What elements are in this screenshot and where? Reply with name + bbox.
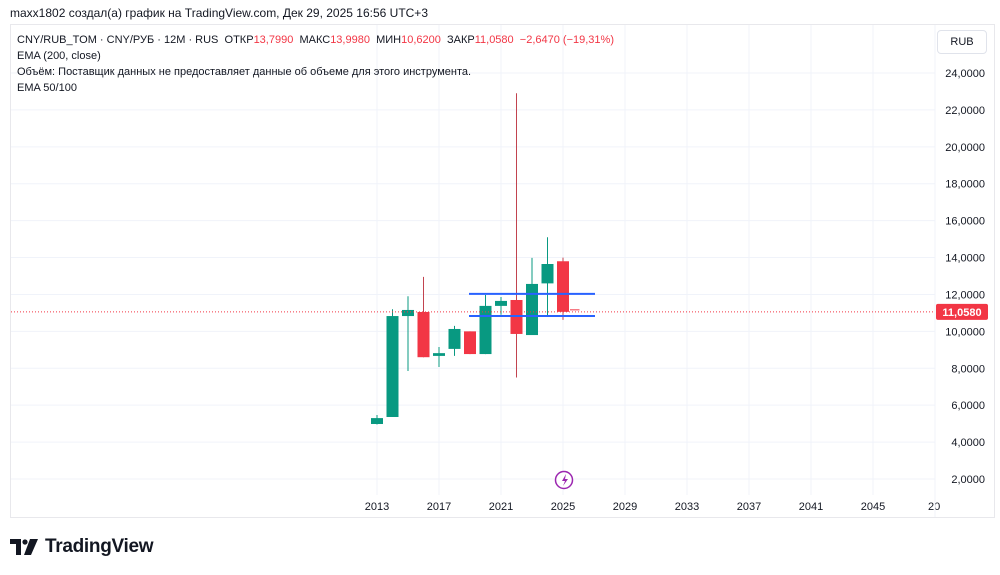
- open-value: 13,7990: [253, 34, 294, 46]
- y-tick-label: 16,0000: [945, 216, 985, 228]
- chart-frame: [10, 24, 995, 518]
- legend-symbol[interactable]: CNY/RUB_TOM · CNY/РУБ · 12M · RUS: [17, 34, 219, 46]
- y-tick-label: 8,0000: [951, 363, 985, 375]
- candle: [464, 331, 476, 355]
- tradingview-logo-icon: [10, 539, 38, 555]
- x-tick-label: 2017: [427, 501, 451, 513]
- legend-ema[interactable]: EMA (200, close): [17, 50, 101, 62]
- last-price-label: 11,0580: [942, 307, 981, 319]
- lightning-bolt: [562, 474, 568, 486]
- y-tick-label: 6,0000: [951, 400, 985, 412]
- y-tick-label: 12,0000: [945, 289, 985, 301]
- low-label: МИН: [376, 34, 402, 46]
- brand-name: TradingView: [45, 536, 154, 557]
- x-tick-label: 2013: [365, 501, 389, 513]
- y-tick-label: 4,0000: [951, 437, 985, 449]
- high-value: 13,9980: [330, 34, 370, 46]
- low-value: 10,6200: [401, 34, 441, 46]
- open-label: ОТКР: [224, 34, 254, 46]
- x-tick-label: 20: [928, 501, 940, 513]
- high-label: МАКС: [299, 34, 331, 46]
- y-tick-label: 10,0000: [945, 326, 985, 338]
- candle-body: [386, 316, 399, 417]
- x-tick-label: 2025: [551, 501, 575, 513]
- tradingview-logo[interactable]: TradingView: [10, 536, 154, 558]
- candle-body: [371, 418, 383, 425]
- y-tick-label: 18,0000: [945, 179, 985, 191]
- y-tick-label: 2,0000: [951, 474, 985, 486]
- candle-body: [479, 305, 492, 355]
- last-price-badge: [936, 303, 988, 320]
- close-label: ЗАКР: [446, 34, 475, 46]
- y-tick-label: 22,0000: [945, 105, 985, 117]
- x-tick-label: 2045: [861, 501, 885, 513]
- currency-button[interactable]: RUB: [937, 30, 987, 54]
- candle-body: [417, 311, 430, 358]
- candle: [402, 296, 414, 372]
- x-tick-label: 2021: [489, 501, 513, 513]
- close-value: 11,0580: [474, 34, 514, 46]
- candle-body: [433, 353, 445, 356]
- legend-ohlc-row: CNY/RUB_TOM · CNY/РУБ · 12M · RUS ОТКР13…: [17, 32, 614, 48]
- candle: [448, 325, 461, 356]
- y-tick-label: 20,0000: [945, 142, 985, 154]
- candle: [433, 347, 445, 367]
- candle-body: [402, 309, 414, 317]
- candle-body: [526, 283, 538, 336]
- candle: [526, 257, 538, 336]
- y-tick-label: 24,0000: [945, 68, 985, 80]
- lightning-event-icon[interactable]: [554, 470, 574, 490]
- legend-ema2[interactable]: EMA 50/100: [17, 82, 77, 94]
- legend-volume-note[interactable]: Объём: Поставщик данных не предоставляет…: [17, 66, 472, 78]
- candle: [479, 295, 492, 355]
- x-tick-label: 2033: [675, 501, 699, 513]
- candle: [417, 276, 430, 358]
- candle-body: [495, 300, 507, 306]
- chart-legend: CNY/RUB_TOM · CNY/РУБ · 12M · RUS ОТКР13…: [17, 32, 614, 96]
- x-tick-label: 2041: [799, 501, 823, 513]
- x-tick-label: 2029: [613, 501, 637, 513]
- candle: [557, 257, 569, 320]
- candle: [510, 93, 523, 378]
- change-value: −2,6470 (−19,31%): [519, 34, 614, 46]
- candle-body: [464, 331, 476, 355]
- candle: [541, 237, 554, 317]
- candle: [371, 414, 383, 425]
- candle-body: [448, 328, 461, 349]
- candle-body: [557, 261, 569, 312]
- chart-caption: maxx1802 создал(а) график на TradingView…: [10, 6, 428, 20]
- y-tick-label: 14,0000: [945, 253, 985, 265]
- candle-body: [541, 264, 554, 284]
- x-tick-label: 2037: [737, 501, 761, 513]
- candle: [386, 309, 399, 417]
